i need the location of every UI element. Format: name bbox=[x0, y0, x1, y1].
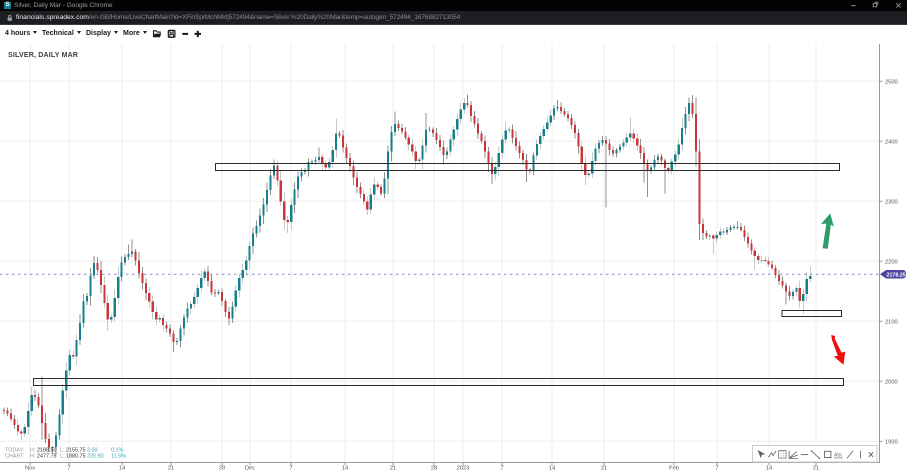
svg-text:11.5%: 11.5% bbox=[111, 454, 126, 460]
svg-text:14: 14 bbox=[549, 466, 555, 472]
svg-text:H:: H: bbox=[30, 454, 35, 460]
svg-text:SILVER, DAILY MAR: SILVER, DAILY MAR bbox=[8, 52, 78, 59]
svg-text:14: 14 bbox=[766, 466, 772, 472]
svg-text:7: 7 bbox=[67, 466, 70, 472]
svg-text:28: 28 bbox=[431, 466, 437, 472]
svg-text:Nov: Nov bbox=[25, 466, 35, 472]
svg-text:2023: 2023 bbox=[457, 466, 470, 472]
svg-text:2188.50: 2188.50 bbox=[37, 448, 57, 454]
svg-text:14: 14 bbox=[119, 466, 125, 472]
svg-text:2100: 2100 bbox=[885, 319, 898, 325]
svg-text:1880.75: 1880.75 bbox=[66, 454, 86, 460]
svg-text:2000: 2000 bbox=[885, 379, 898, 385]
svg-text:TODAY:: TODAY: bbox=[5, 448, 24, 454]
svg-text:L:: L: bbox=[60, 448, 65, 454]
svg-text:Feb: Feb bbox=[669, 466, 679, 472]
svg-text:2155.75: 2155.75 bbox=[66, 448, 86, 454]
svg-text:Dec: Dec bbox=[245, 466, 255, 472]
svg-text:L:: L: bbox=[60, 454, 65, 460]
svg-text:0.1%: 0.1% bbox=[111, 448, 123, 454]
svg-text:7: 7 bbox=[715, 466, 718, 472]
svg-text:28: 28 bbox=[219, 466, 225, 472]
svg-text:21: 21 bbox=[813, 466, 819, 472]
svg-text:7: 7 bbox=[289, 466, 292, 472]
svg-text:21: 21 bbox=[601, 466, 607, 472]
svg-text:3.00: 3.00 bbox=[87, 448, 98, 454]
svg-text:2200: 2200 bbox=[885, 259, 898, 265]
svg-text:21: 21 bbox=[390, 466, 396, 472]
svg-text:21: 21 bbox=[168, 466, 174, 472]
svg-text:2477.75: 2477.75 bbox=[37, 454, 57, 460]
svg-text:Abc: Abc bbox=[834, 452, 843, 458]
svg-text:2400: 2400 bbox=[885, 139, 898, 145]
svg-text:7: 7 bbox=[500, 466, 503, 472]
svg-text:CHART:: CHART: bbox=[5, 454, 24, 460]
svg-text:14: 14 bbox=[342, 466, 348, 472]
svg-text:225.50: 225.50 bbox=[87, 454, 104, 460]
svg-text:2178.25: 2178.25 bbox=[887, 273, 906, 279]
svg-text:1900: 1900 bbox=[885, 439, 898, 445]
svg-text:2500: 2500 bbox=[885, 79, 898, 85]
svg-text:H:: H: bbox=[30, 448, 35, 454]
svg-text:2300: 2300 bbox=[885, 199, 898, 205]
